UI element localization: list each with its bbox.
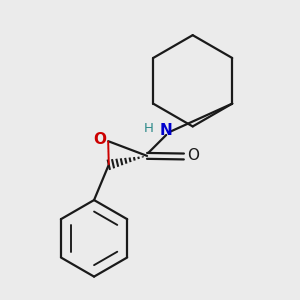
Text: O: O (187, 148, 199, 164)
Text: N: N (160, 123, 172, 138)
Text: O: O (93, 132, 106, 147)
Text: H: H (144, 122, 154, 135)
